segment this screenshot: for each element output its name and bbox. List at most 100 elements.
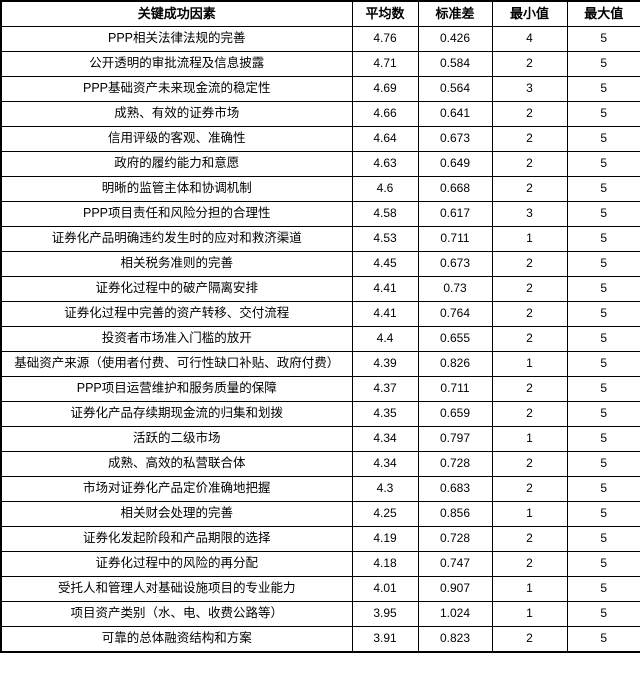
mean-cell: 4.37 — [351, 376, 419, 402]
max-cell: 5 — [566, 126, 640, 152]
max-cell: 5 — [566, 426, 640, 452]
std-cell: 0.617 — [417, 201, 493, 227]
mean-cell: 4.66 — [351, 101, 419, 127]
min-cell: 2 — [491, 376, 568, 402]
min-cell: 1 — [491, 601, 568, 627]
max-cell: 5 — [566, 601, 640, 627]
std-cell: 0.728 — [417, 451, 493, 477]
mean-cell: 4.53 — [351, 226, 419, 252]
table-row: PPP基础资产未来现金流的稳定性 4.69 0.564 3 5 — [0, 76, 640, 102]
mean-cell: 4.19 — [351, 526, 419, 552]
std-cell: 0.711 — [417, 376, 493, 402]
max-cell: 5 — [566, 326, 640, 352]
max-cell: 5 — [566, 551, 640, 577]
max-cell: 5 — [566, 626, 640, 653]
std-cell: 0.856 — [417, 501, 493, 527]
mean-cell: 4.41 — [351, 301, 419, 327]
std-cell: 0.728 — [417, 526, 493, 552]
std-cell: 0.764 — [417, 301, 493, 327]
mean-cell: 4.41 — [351, 276, 419, 302]
min-cell: 2 — [491, 326, 568, 352]
table-row: 活跃的二级市场 4.34 0.797 1 5 — [0, 426, 640, 452]
std-cell: 0.683 — [417, 476, 493, 502]
table-row: PPP相关法律法规的完善 4.76 0.426 4 5 — [0, 26, 640, 52]
mean-cell: 4.4 — [351, 326, 419, 352]
min-cell: 1 — [491, 226, 568, 252]
min-cell: 2 — [491, 151, 568, 177]
std-cell: 0.564 — [417, 76, 493, 102]
min-cell: 2 — [491, 126, 568, 152]
std-cell: 0.673 — [417, 251, 493, 277]
factor-cell: 相关财会处理的完善 — [0, 501, 353, 527]
factor-cell: PPP项目运营维护和服务质量的保障 — [0, 376, 353, 402]
factor-cell: PPP相关法律法规的完善 — [0, 26, 353, 52]
std-cell: 0.659 — [417, 401, 493, 427]
table-row: 证券化发起阶段和产品期限的选择 4.19 0.728 2 5 — [0, 526, 640, 552]
std-cell: 0.584 — [417, 51, 493, 77]
max-cell: 5 — [566, 201, 640, 227]
factor-cell: 证券化过程中完善的资产转移、交付流程 — [0, 301, 353, 327]
max-cell: 5 — [566, 301, 640, 327]
factor-cell: 证券化产品存续期现金流的归集和划拨 — [0, 401, 353, 427]
max-cell: 5 — [566, 226, 640, 252]
table-row: 相关税务准则的完善 4.45 0.673 2 5 — [0, 251, 640, 277]
std-cell: 0.907 — [417, 576, 493, 602]
factor-cell: 证券化发起阶段和产品期限的选择 — [0, 526, 353, 552]
max-cell: 5 — [566, 376, 640, 402]
table-row: 信用评级的客观、准确性 4.64 0.673 2 5 — [0, 126, 640, 152]
max-cell: 5 — [566, 501, 640, 527]
factor-cell: PPP项目责任和风险分担的合理性 — [0, 201, 353, 227]
table-row: 成熟、高效的私营联合体 4.34 0.728 2 5 — [0, 451, 640, 477]
table-row: 证券化过程中完善的资产转移、交付流程 4.41 0.764 2 5 — [0, 301, 640, 327]
max-cell: 5 — [566, 576, 640, 602]
factor-cell: 相关税务准则的完善 — [0, 251, 353, 277]
std-cell: 0.747 — [417, 551, 493, 577]
std-cell: 0.797 — [417, 426, 493, 452]
factor-cell: 信用评级的客观、准确性 — [0, 126, 353, 152]
table-body: PPP相关法律法规的完善 4.76 0.426 4 5 公开透明的审批流程及信息… — [0, 26, 640, 653]
factor-cell: 投资者市场准入门槛的放开 — [0, 326, 353, 352]
min-cell: 2 — [491, 101, 568, 127]
min-cell: 3 — [491, 76, 568, 102]
factor-cell: 市场对证券化产品定价准确地把握 — [0, 476, 353, 502]
factor-cell: 证券化过程中的破产隔离安排 — [0, 276, 353, 302]
std-cell: 0.426 — [417, 26, 493, 52]
min-cell: 2 — [491, 626, 568, 653]
min-cell: 2 — [491, 451, 568, 477]
min-cell: 3 — [491, 201, 568, 227]
table-row: 证券化过程中的风险的再分配 4.18 0.747 2 5 — [0, 551, 640, 577]
table-row: 成熟、有效的证券市场 4.66 0.641 2 5 — [0, 101, 640, 127]
min-cell: 2 — [491, 51, 568, 77]
std-cell: 0.673 — [417, 126, 493, 152]
min-cell: 2 — [491, 176, 568, 202]
std-cell: 1.024 — [417, 601, 493, 627]
table-row: 明晰的监管主体和协调机制 4.6 0.668 2 5 — [0, 176, 640, 202]
std-cell: 0.73 — [417, 276, 493, 302]
factor-cell: PPP基础资产未来现金流的稳定性 — [0, 76, 353, 102]
table-row: 受托人和管理人对基础设施项目的专业能力 4.01 0.907 1 5 — [0, 576, 640, 602]
table-row: PPP项目运营维护和服务质量的保障 4.37 0.711 2 5 — [0, 376, 640, 402]
mean-cell: 4.64 — [351, 126, 419, 152]
factor-cell: 成熟、有效的证券市场 — [0, 101, 353, 127]
min-cell: 1 — [491, 351, 568, 377]
column-header-min: 最小值 — [491, 0, 568, 27]
table-row: PPP项目责任和风险分担的合理性 4.58 0.617 3 5 — [0, 201, 640, 227]
table-row: 可靠的总体融资结构和方案 3.91 0.823 2 5 — [0, 626, 640, 653]
csf-statistics-table: 关键成功因素 平均数 标准差 最小值 最大值 PPP相关法律法规的完善 4.76… — [0, 0, 640, 653]
mean-cell: 4.71 — [351, 51, 419, 77]
table-row: 项目资产类别（水、电、收费公路等） 3.95 1.024 1 5 — [0, 601, 640, 627]
std-cell: 0.668 — [417, 176, 493, 202]
mean-cell: 4.25 — [351, 501, 419, 527]
max-cell: 5 — [566, 476, 640, 502]
table-row: 投资者市场准入门槛的放开 4.4 0.655 2 5 — [0, 326, 640, 352]
min-cell: 2 — [491, 551, 568, 577]
mean-cell: 4.45 — [351, 251, 419, 277]
factor-cell: 可靠的总体融资结构和方案 — [0, 626, 353, 653]
max-cell: 5 — [566, 526, 640, 552]
column-header-std: 标准差 — [417, 0, 493, 27]
factor-cell: 公开透明的审批流程及信息披露 — [0, 51, 353, 77]
mean-cell: 3.91 — [351, 626, 419, 653]
max-cell: 5 — [566, 51, 640, 77]
std-cell: 0.649 — [417, 151, 493, 177]
max-cell: 5 — [566, 151, 640, 177]
